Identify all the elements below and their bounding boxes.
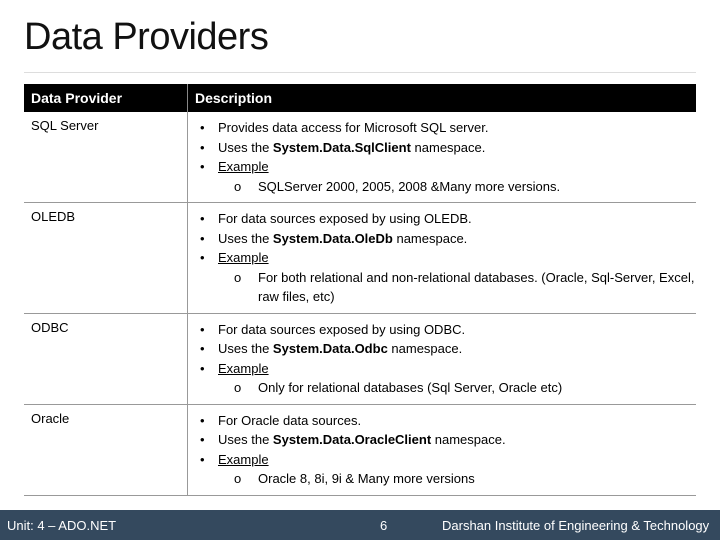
provider-name: ODBC bbox=[24, 313, 188, 405]
namespace-name: System.Data.OleDb bbox=[272, 230, 393, 246]
bullet-text: Uses the bbox=[218, 139, 273, 155]
bullet-text: namespace. bbox=[410, 139, 486, 155]
bullet-text: Example bbox=[218, 451, 269, 467]
bullet-list: For Oracle data sources. Uses the System.… bbox=[196, 411, 696, 489]
provider-name: Oracle bbox=[24, 404, 188, 496]
table-header-row: Data Provider Description bbox=[24, 84, 696, 112]
bullet-text: Provides data access for Microsoft SQL s… bbox=[218, 120, 489, 135]
footer-institute: Darshan Institute of Engineering & Techn… bbox=[442, 518, 710, 533]
table-row: OLEDBFor data sources exposed by using O… bbox=[24, 202, 696, 314]
bullet-text: Example bbox=[218, 360, 269, 376]
namespace-name: System.Data.SqlClient bbox=[272, 139, 411, 155]
header-description: Description bbox=[187, 84, 696, 112]
bullet-item: For Oracle data sources. bbox=[196, 411, 696, 431]
bullet-text: Uses the bbox=[218, 432, 273, 447]
bullet-text: namespace. bbox=[392, 230, 468, 246]
bullet-list: Provides data access for Microsoft SQL s… bbox=[196, 118, 696, 196]
provider-description: Provides data access for Microsoft SQL s… bbox=[187, 112, 696, 203]
table-row: Oracle For Oracle data sources. Uses the S… bbox=[24, 404, 696, 496]
namespace-name: System.Data.Odbc bbox=[272, 341, 388, 356]
bullet-text: For data sources exposed by using ODBC. bbox=[218, 321, 466, 337]
title-divider bbox=[24, 72, 696, 73]
bullet-list: For data sources exposed by using ODBC. U… bbox=[196, 320, 696, 398]
provider-description: For Oracle data sources. Uses the System.… bbox=[187, 404, 696, 496]
bullet-text: namespace. bbox=[431, 432, 506, 447]
bullet-item: Example bbox=[196, 450, 696, 470]
sub-bullet-item: Oracle 8, 8i, 9i & Many more versions bbox=[196, 469, 696, 489]
bullet-list: For data sources exposed by using OLEDB.… bbox=[196, 209, 696, 307]
footer-page-number: 6 bbox=[380, 518, 388, 533]
bullet-item: Example bbox=[196, 359, 696, 379]
sub-bullet-item: SQLServer 2000, 2005, 2008 &Many more ve… bbox=[196, 177, 696, 197]
bullet-text: Example bbox=[218, 250, 269, 265]
footer-bar: Unit: 4 – ADO.NET 6 Darshan Institute of… bbox=[0, 510, 720, 540]
footer-unit: Unit: 4 – ADO.NET bbox=[7, 518, 117, 533]
header-data-provider: Data Provider bbox=[24, 84, 188, 112]
provider-name: SQL Server bbox=[24, 112, 188, 203]
bullet-text: For data sources exposed by using OLEDB. bbox=[218, 211, 472, 226]
namespace-name: System.Data.OracleClient bbox=[272, 432, 432, 447]
slide-title: Data Providers bbox=[24, 16, 269, 58]
bullet-item: Example bbox=[196, 248, 696, 268]
table-row: ODBCFor data sources exposed by using OD… bbox=[24, 313, 696, 405]
provider-description: For data sources exposed by using OLEDB.… bbox=[187, 202, 696, 314]
table-row: SQL Server Provides data access for Micro… bbox=[24, 112, 696, 203]
provider-description: For data sources exposed by using ODBC. U… bbox=[187, 313, 696, 405]
bullet-item: For data sources exposed by using OLEDB. bbox=[196, 209, 696, 229]
sub-bullet-item: Only for relational databases (Sql Serve… bbox=[196, 378, 696, 398]
bullet-text: Uses the bbox=[218, 230, 273, 246]
bullet-text: Example bbox=[218, 159, 269, 174]
bullet-item: Uses the System.Data.OracleClient namesp… bbox=[196, 430, 696, 450]
bullet-text: Uses the bbox=[218, 341, 273, 356]
bullet-text: namespace. bbox=[387, 341, 463, 356]
provider-name: OLEDB bbox=[24, 202, 188, 314]
sub-bullet-item: For both relational and non-relational d… bbox=[196, 268, 696, 307]
bullet-item: Uses the System.Data.Odbc namespace. bbox=[196, 339, 696, 359]
data-providers-table: Data Provider Description SQL Server Prov… bbox=[24, 84, 696, 496]
bullet-item: Uses the System.Data.SqlClient namespace… bbox=[196, 138, 696, 158]
bullet-item: Provides data access for Microsoft SQL s… bbox=[196, 118, 696, 138]
bullet-item: Example bbox=[196, 157, 696, 177]
bullet-item: Uses the System.Data.OleDb namespace. bbox=[196, 229, 696, 249]
bullet-text: For Oracle data sources. bbox=[218, 412, 362, 428]
bullet-item: For data sources exposed by using ODBC. bbox=[196, 320, 696, 340]
